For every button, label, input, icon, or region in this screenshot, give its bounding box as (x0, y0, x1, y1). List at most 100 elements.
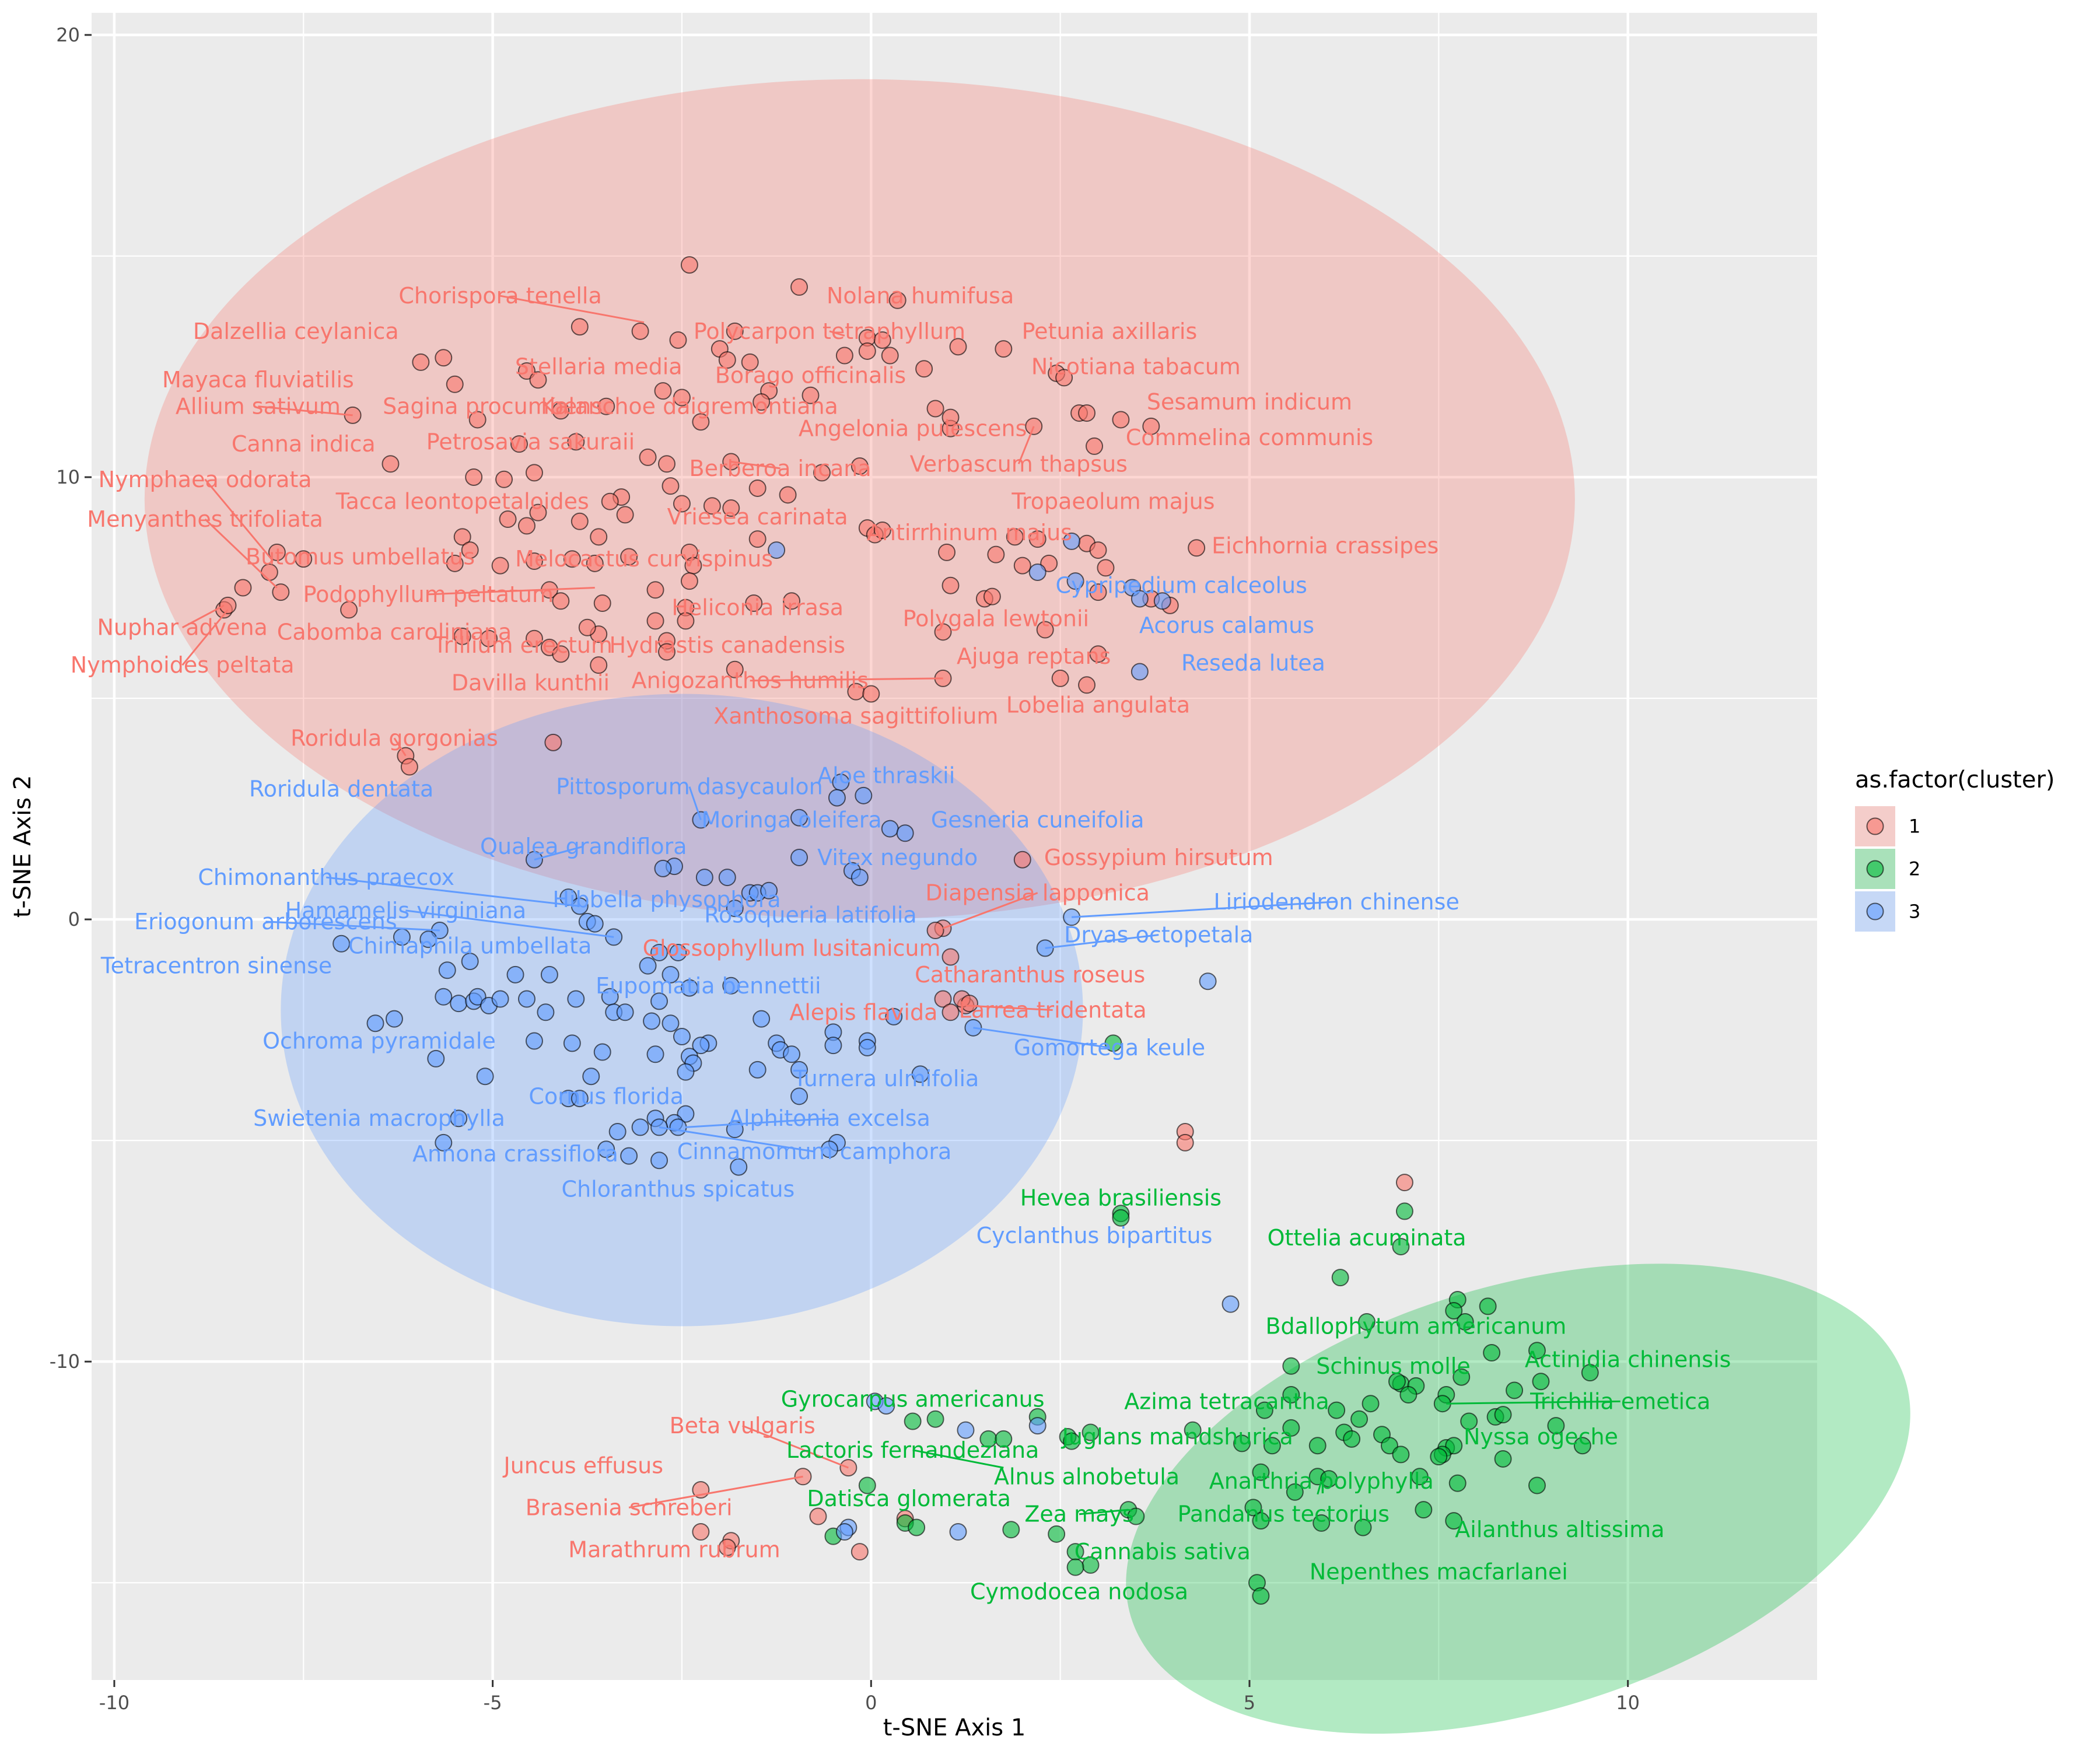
cluster-2-point (995, 1430, 1013, 1448)
label-leader-line (943, 892, 1038, 929)
cluster-1-ellipse (144, 79, 1575, 920)
cluster-2-point (1532, 1373, 1550, 1391)
cluster-3-point (450, 995, 468, 1013)
cluster-2-point (908, 1518, 926, 1536)
cluster-1-point (268, 543, 286, 561)
point-label: Annona crassiflora (412, 1141, 618, 1167)
point-label: Nyssa ogeche (1464, 1424, 1618, 1450)
cluster-1-point (1055, 369, 1073, 387)
point-label: Rosoqueria latifolia (704, 902, 916, 928)
cluster-2-point (1392, 1446, 1410, 1464)
cluster-3-point (760, 881, 778, 900)
label-leader-line (1017, 426, 1035, 464)
cluster-3-point (677, 1063, 695, 1081)
cluster-3-point (385, 1010, 403, 1028)
cluster-3-point (949, 1523, 967, 1541)
cluster-1-point (983, 587, 1001, 606)
cluster-ellipses (144, 79, 1910, 1734)
cluster-1-point (593, 594, 611, 612)
cluster-1-point (570, 512, 589, 530)
cluster-3-point (718, 869, 736, 887)
point-label: Berberoa incana (690, 456, 872, 481)
label-leader-line (405, 909, 614, 938)
cluster-1-point (1089, 541, 1107, 559)
cluster-2-point (1112, 1209, 1130, 1227)
point-label: Nepenthes macfarlanei (1310, 1559, 1568, 1584)
cluster-3-point (881, 820, 899, 838)
cluster-3-point (911, 1065, 929, 1083)
cluster-1-point (234, 579, 252, 597)
cluster-1-point (1013, 850, 1031, 869)
legend-key-point (1866, 902, 1884, 921)
cluster-2-point (1415, 1501, 1433, 1519)
label-leader-line (912, 1449, 1004, 1469)
cluster-1-point (453, 528, 471, 546)
x-tick-label: 10 (1616, 1692, 1640, 1714)
point-label: Commelina communis (1126, 425, 1373, 450)
point-label: Anigozanthos humilis (632, 668, 869, 694)
point-label: Eupomatia bennettii (596, 973, 821, 999)
cluster-3-point (790, 808, 808, 827)
cluster-1-point (529, 503, 547, 522)
label-leader-line (258, 405, 353, 416)
cluster-2-point (1399, 1386, 1418, 1404)
cluster-1-point (745, 594, 763, 612)
point-label: Juglans mandshurica (1061, 1424, 1293, 1450)
cluster-3-point (730, 1158, 748, 1176)
cluster-3-point (748, 1060, 766, 1079)
cluster-1-point (639, 448, 657, 466)
cluster-3-point (597, 1140, 615, 1158)
label-leader-line (973, 1027, 1110, 1049)
cluster-3-point (643, 1012, 661, 1030)
cluster-3-point (1063, 532, 1081, 550)
point-label: Melocactus curvispinus (515, 546, 773, 572)
cluster-1-point (658, 455, 676, 473)
y-tick-label: 0 (68, 908, 80, 930)
cluster-1-point (340, 601, 358, 619)
cluster-1-point (517, 517, 536, 535)
y-tick-label: 10 (56, 466, 80, 488)
cluster-1-point (552, 402, 570, 420)
point-label: Butomus umbellatus (246, 544, 475, 569)
cluster-1-point (1006, 528, 1024, 546)
cluster-2-point (1445, 1512, 1463, 1530)
cluster-1-point (726, 322, 744, 340)
cluster-1-point (446, 554, 464, 572)
cluster-1-point (616, 506, 634, 524)
point-label: Cymodocea nodosa (970, 1578, 1188, 1604)
cluster-2-point (1252, 1512, 1270, 1530)
point-label: Trichilia emetica (1530, 1388, 1710, 1414)
cluster-1-point (1097, 559, 1115, 577)
cluster-2-point (1547, 1417, 1565, 1435)
cluster-3-point (620, 1147, 638, 1165)
point-label: Lobelia angulata (1006, 692, 1190, 718)
cluster-1-point (468, 411, 487, 429)
point-label: Pittosporum dasycaulon (556, 774, 823, 800)
cluster-3-point (1222, 1295, 1240, 1313)
cluster-1-point (1142, 417, 1160, 435)
point-label: Alnus alnobetula (994, 1464, 1180, 1489)
cluster-2-point (926, 1410, 944, 1428)
point-label: Alphitonia excelsa (729, 1105, 930, 1131)
cluster-3-point (669, 1118, 687, 1136)
point-label: Stellaria media (515, 354, 682, 379)
cluster-3-point (877, 1396, 895, 1415)
cluster-2-point (1445, 1301, 1463, 1320)
cluster-1-point (590, 656, 608, 674)
cluster-3-point (726, 900, 744, 918)
cluster-1-point (1188, 539, 1206, 557)
cluster-1-point (510, 435, 528, 453)
point-label: Davilla kunthii (452, 670, 610, 696)
label-leader-lines (181, 295, 1620, 1516)
cluster-1-point (934, 990, 952, 1008)
major-grid (92, 13, 1817, 1680)
cluster-1-point (1176, 1133, 1194, 1152)
cluster-1-point (480, 629, 498, 648)
cluster-2-point (1392, 1238, 1410, 1256)
cluster-2-point (1048, 1525, 1066, 1543)
cluster-1-point (741, 353, 759, 371)
cluster-3-point (768, 541, 786, 559)
point-label: Lactoris fernandeziana (786, 1437, 1039, 1463)
point-label: Trillium erectum (433, 632, 612, 658)
cluster-3-point (673, 1027, 691, 1045)
